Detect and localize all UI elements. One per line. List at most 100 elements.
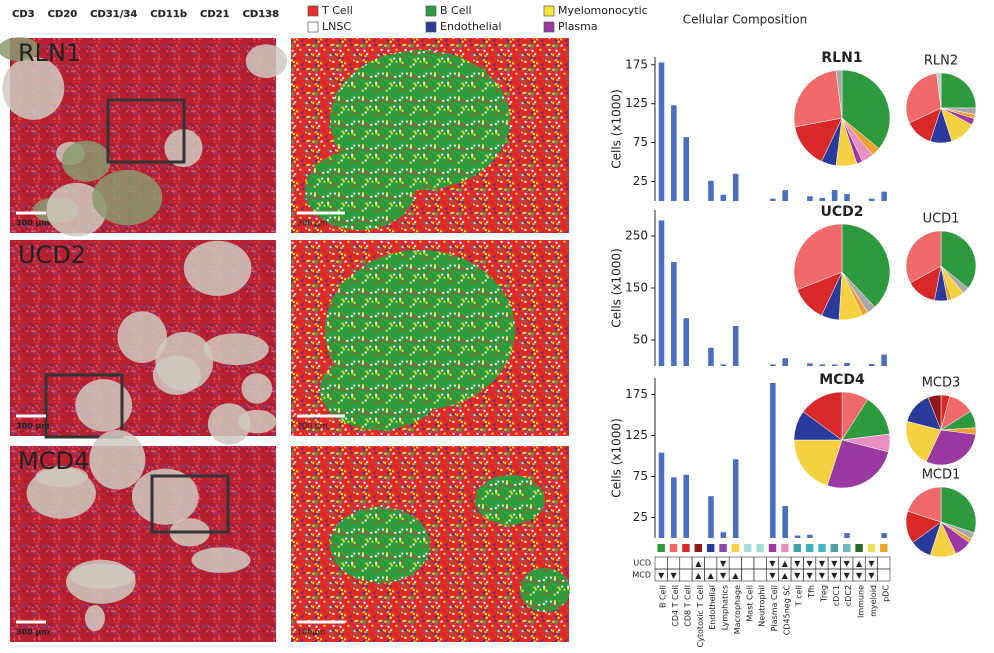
- scale-label: 200 µm: [297, 219, 328, 228]
- marker-cell: [679, 568, 693, 582]
- y-tick-label: 250: [625, 229, 648, 243]
- channel-label: CD21: [200, 9, 230, 20]
- marker: ▼: [658, 571, 665, 580]
- bar: [844, 362, 850, 366]
- channel-label: CD3: [12, 9, 35, 20]
- bar: [720, 532, 727, 538]
- pie-title: MCD1: [922, 468, 961, 483]
- category-swatch: [805, 544, 814, 552]
- marker: ▼: [670, 571, 677, 580]
- x-tick-label: Mast Cell: [745, 585, 754, 622]
- category-swatch: [818, 544, 826, 552]
- y-tick-label: 50: [633, 333, 648, 347]
- pie-slice: [793, 439, 843, 486]
- marker: ▼: [720, 559, 727, 568]
- y-tick-label: 25: [633, 510, 648, 524]
- marker: ▲: [732, 571, 739, 580]
- category-swatch: [682, 544, 690, 552]
- bar: [770, 364, 776, 366]
- category-swatch: [756, 544, 764, 552]
- pie-title: RLN2: [924, 54, 958, 69]
- pie-slice: [841, 223, 891, 308]
- x-tick-label: Treg: [819, 585, 828, 603]
- follicle: [75, 379, 133, 432]
- follicle: [2, 56, 65, 120]
- bar: [782, 506, 788, 538]
- marker: ▼: [720, 571, 727, 580]
- scale-label: 300 µm: [16, 422, 50, 431]
- marker: ▲: [695, 571, 702, 580]
- legend-label: T Cell: [321, 4, 353, 17]
- chart-title: Cellular Composition: [683, 13, 807, 27]
- bar: [708, 347, 714, 366]
- legend-label: Plasma: [558, 20, 598, 33]
- bar: [844, 533, 850, 538]
- pie-title: MCD4: [819, 372, 865, 388]
- bar: [708, 180, 714, 201]
- follicle: [92, 169, 163, 226]
- x-tick-label: cDC2: [844, 585, 853, 606]
- marker: ▼: [794, 559, 801, 568]
- pie-slice: [940, 230, 977, 289]
- marker: ▲: [856, 559, 863, 568]
- pie-slice: [802, 391, 843, 441]
- bar: [658, 452, 665, 538]
- marker: ▲: [708, 571, 715, 580]
- follicle: [0, 37, 40, 62]
- follicle: [245, 44, 288, 79]
- x-tick-label: Cytotoxic T Cell: [696, 585, 705, 647]
- pie-slice: [793, 70, 843, 128]
- follicle: [203, 333, 269, 366]
- category-swatch: [719, 544, 727, 552]
- bar: [807, 363, 813, 366]
- category-swatch: [768, 544, 777, 552]
- follicle: [131, 468, 199, 525]
- follicle: [61, 140, 111, 182]
- x-tick-label: Neutrophil: [758, 585, 767, 627]
- image-label: RLN1: [18, 39, 81, 67]
- channel-label: CD31/34: [90, 9, 137, 20]
- x-tick-label: cDC1: [832, 585, 841, 606]
- bar: [794, 535, 801, 538]
- legend-swatch: [543, 21, 555, 33]
- marker: ▲: [782, 559, 789, 568]
- pie-slice: [905, 230, 942, 284]
- legend-label: Endothelial: [440, 20, 502, 33]
- marker: ▼: [844, 571, 851, 580]
- follicle: [191, 547, 251, 573]
- legend-swatch: [307, 21, 319, 33]
- inset-box: [150, 474, 230, 534]
- legend-label: Myelomonocytic: [558, 4, 648, 17]
- image-label: UCD2: [18, 241, 86, 269]
- inset-box: [106, 98, 186, 164]
- follicle: [84, 605, 105, 631]
- image-label: MCD4: [18, 447, 89, 475]
- category-swatch: [744, 544, 752, 552]
- y-axis-label: Cells (x1000): [610, 418, 624, 498]
- pie-title: RLN1: [821, 50, 862, 66]
- follicle: [238, 409, 277, 434]
- pie-slice: [936, 72, 942, 109]
- y-tick-label: 75: [633, 469, 648, 483]
- marker-cell: [753, 556, 767, 570]
- follicle: [89, 430, 146, 490]
- marker-row-label: UCD: [633, 559, 651, 568]
- bcell-zone: [520, 568, 570, 612]
- category-swatch: [669, 544, 678, 552]
- pie-title: UCD1: [923, 212, 960, 227]
- bcell-zone: [320, 350, 440, 430]
- marker-cell: [704, 556, 718, 570]
- marker-cell: [741, 556, 755, 570]
- bar: [819, 197, 826, 201]
- bar: [683, 318, 690, 366]
- pie-slice: [940, 72, 977, 109]
- marker: ▼: [819, 571, 826, 580]
- bar: [770, 198, 776, 201]
- y-axis-label: Cells (x1000): [610, 248, 624, 328]
- bar: [819, 364, 826, 366]
- bar: [782, 358, 788, 366]
- x-tick-label: Tfh: [807, 585, 816, 599]
- channel-label: CD11b: [150, 9, 187, 20]
- category-swatch: [880, 544, 888, 552]
